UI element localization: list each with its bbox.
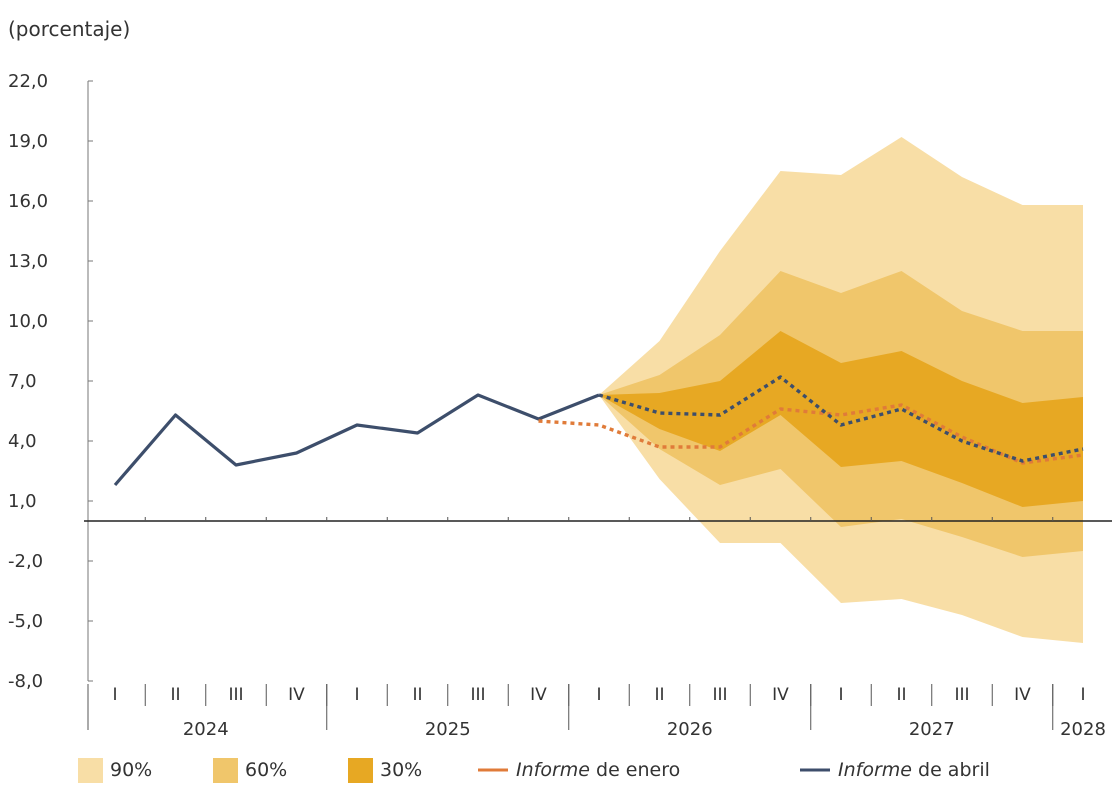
legend-item: 90% <box>78 758 152 783</box>
x-tick-label: II <box>896 685 906 705</box>
x-tick-label: I <box>112 685 117 705</box>
legend-item: Informe de abril <box>800 759 990 781</box>
y-axis-unit-label: (porcentaje) <box>8 17 130 41</box>
x-tick-label: IV <box>1014 685 1031 705</box>
series-lines <box>113 375 1084 487</box>
x-tick-label: III <box>712 685 727 705</box>
x-tick-label: II <box>654 685 664 705</box>
x-tick-label: IV <box>772 685 789 705</box>
x-tick-label: I <box>354 685 359 705</box>
y-tick-label: -5,0 <box>8 611 43 632</box>
year-label: 2027 <box>909 719 955 740</box>
x-tick-label: IV <box>530 685 547 705</box>
y-tick-label: 10,0 <box>8 311 48 332</box>
legend-label: Informe de enero <box>516 759 680 781</box>
y-tick-label: 16,0 <box>8 191 48 212</box>
y-tick-label: 1,0 <box>8 491 37 512</box>
year-label: 2025 <box>425 719 471 740</box>
year-label: 2026 <box>667 719 713 740</box>
x-tick-label: III <box>954 685 969 705</box>
x-tick-label: III <box>228 685 243 705</box>
x-tick-label: IV <box>288 685 305 705</box>
legend-item: Informe de enero <box>478 759 680 781</box>
legend-item: 60% <box>213 758 287 783</box>
confidence-bands <box>599 137 1083 643</box>
y-tick-label: 4,0 <box>8 431 37 452</box>
legend-swatch <box>213 758 238 783</box>
year-label: 2024 <box>183 719 229 740</box>
legend-label: Informe de abril <box>838 759 990 781</box>
x-tick-label: II <box>170 685 180 705</box>
y-tick-label: 13,0 <box>8 251 48 272</box>
x-tick-label: I <box>1080 685 1085 705</box>
series-line-abril <box>598 375 1084 463</box>
y-tick-label: -2,0 <box>8 551 43 572</box>
x-tick-label: I <box>838 685 843 705</box>
x-tick-label: I <box>596 685 601 705</box>
legend-label: 90% <box>110 759 152 781</box>
axes: 22,0 19,0 16,0 13,0 10,0 7,0 4,0 1,0 -2,0 -5,0 -8,… <box>8 71 1112 740</box>
band-30pct <box>599 331 1083 507</box>
legend-swatch <box>348 758 373 783</box>
legend-swatch <box>78 758 103 783</box>
y-tick-label: 22,0 <box>8 71 48 92</box>
x-tick-label: III <box>470 685 485 705</box>
legend-item: 30% <box>348 758 422 783</box>
legend: 90% 60% 30% Informe de enero Informe de abri… <box>78 758 990 783</box>
y-tick-label: 7,0 <box>8 371 37 392</box>
legend-label: 60% <box>245 759 287 781</box>
history-line <box>113 393 600 487</box>
year-label: 2028 <box>1060 719 1106 740</box>
x-tick-label: II <box>412 685 422 705</box>
y-tick-label: 19,0 <box>8 131 48 152</box>
y-tick-label: -8,0 <box>8 671 43 692</box>
legend-label: 30% <box>380 759 422 781</box>
